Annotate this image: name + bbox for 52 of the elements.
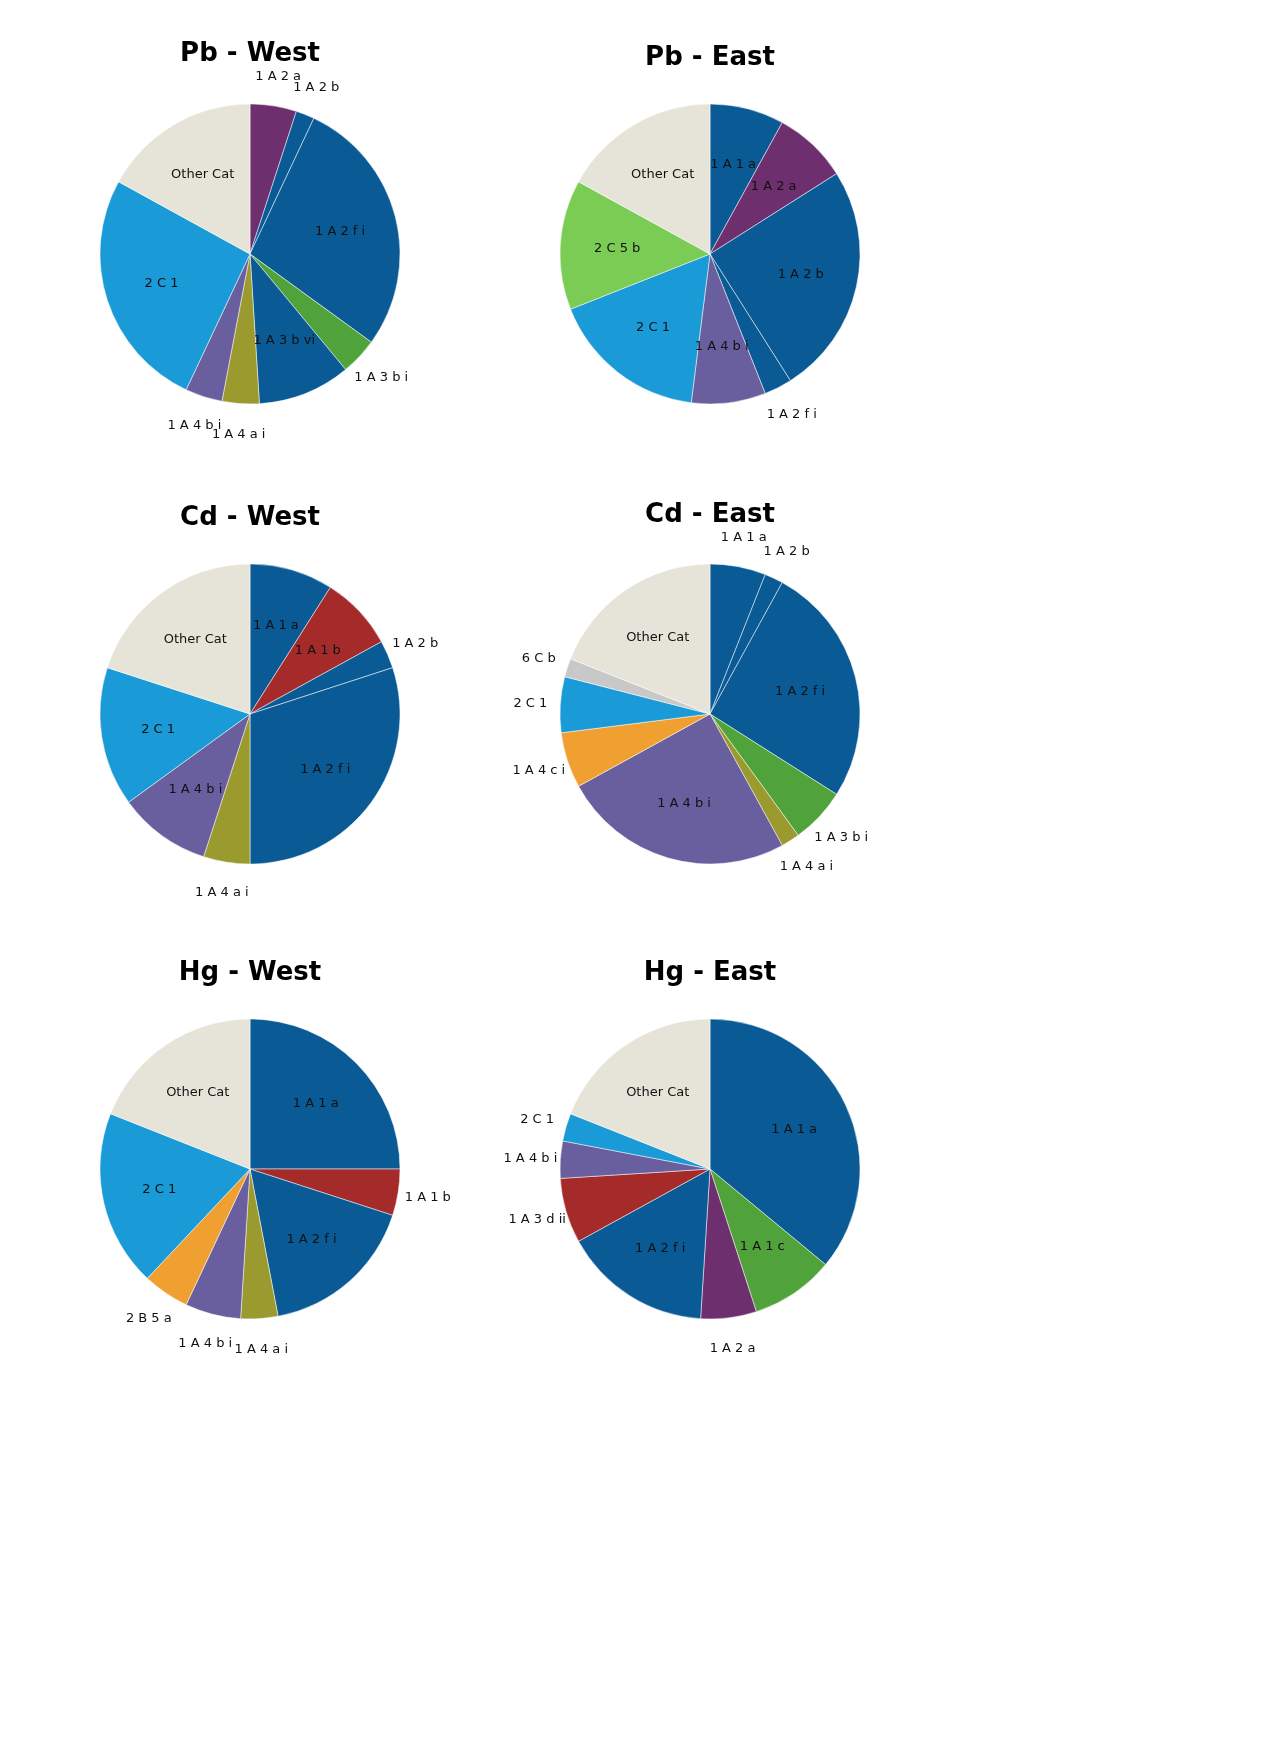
slice-label: 1 A 2 f i [635,1239,686,1255]
slice-label: 1 A 2 b [392,634,439,650]
slice-label: 2 C 1 [144,274,179,290]
chart-title: Hg - West [178,956,322,986]
chart-title: Cd - East [645,498,775,529]
slice-label: 2 C 1 [513,694,548,710]
slice-label: 1 A 2 b [777,266,824,282]
slice-label: Other Cat [631,165,695,181]
slice-label: 1 A 4 a i [779,857,834,873]
chart-title: Cd - West [180,501,320,531]
slice-label: 1 A 4 b i [657,795,711,811]
slice-label: 1 A 2 f i [766,406,817,422]
slice-label: Other Cat [163,630,227,646]
slice-label: 1 A 2 f i [286,1230,337,1246]
slice-label: 1 A 4 b i [503,1149,558,1165]
slice-label: 1 A 1 a [771,1121,818,1137]
slice-label: 1 A 4 b i [694,338,749,354]
slice-label: 1 A 2 a [709,1339,756,1355]
slice-label: 2 C 1 [141,720,176,736]
slice-label: 1 A 1 a [710,155,757,171]
slice-label: Other Cat [171,165,235,181]
chart-title: Hg - East [643,956,777,986]
slice-label: 1 A 1 c [739,1237,785,1253]
slice-label: 1 A 3 d ii [508,1211,566,1227]
slice-label: 1 A 1 a [720,529,767,545]
slice-label: 1 A 2 f i [315,222,366,238]
slice-label: 1 A 2 f i [775,682,826,698]
slice-label: 2 C 1 [142,1181,177,1197]
slice-label: 1 A 3 b i [814,829,869,845]
slice-label: 2 C 1 [520,1110,555,1126]
slice-label: Other Cat [166,1084,230,1100]
slice-label: 1 A 1 a [253,616,299,632]
chart-title: Pb - West [180,37,320,68]
slice-label: 2 B 5 a [125,1309,172,1325]
slice-label: 2 C 5 b [594,240,641,256]
slice-label: 1 A 2 f i [300,760,351,776]
slice-label: 1 A 2 b [763,543,810,559]
slice-label: 1 A 4 c i [512,761,566,777]
slice-label: 1 A 3 b i [354,369,409,385]
slice-label: 1 A 1 a [292,1095,339,1111]
chart-title: Pb - East [645,41,775,71]
slice-label: Other Cat [626,629,690,645]
slice-label: Other Cat [626,1084,690,1100]
slice-label: 1 A 4 a i [234,1340,289,1356]
slice-label: 1 A 4 a i [195,883,249,899]
slice-label: 1 A 2 a [750,178,797,194]
slice-label: 1 A 1 b [404,1189,451,1205]
slice-label: 1 A 1 b [294,642,341,658]
slice-label: 6 C b [521,650,556,666]
slice-label: 1 A 4 b i [178,1335,233,1351]
slice-label: 2 C 1 [636,319,670,335]
slice-label: 1 A 4 b i [168,781,223,797]
